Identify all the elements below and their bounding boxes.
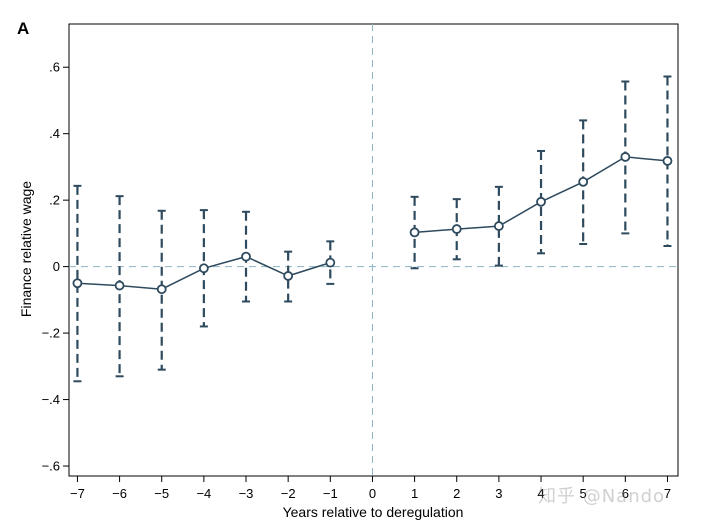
data-point bbox=[283, 271, 294, 281]
x-tick-label: −2 bbox=[281, 486, 296, 501]
x-axis-label: Years relative to deregulation bbox=[283, 504, 464, 520]
watermark: 知乎 @Nando bbox=[538, 486, 666, 507]
data-point bbox=[578, 176, 589, 187]
data-point bbox=[620, 152, 631, 162]
y-tick-label: −.2 bbox=[42, 326, 60, 341]
y-tick-label: −.6 bbox=[42, 459, 60, 474]
x-tick-label: 6 bbox=[622, 486, 629, 501]
x-tick-label: −3 bbox=[239, 486, 254, 501]
x-tick-label: −7 bbox=[70, 486, 85, 501]
data-point bbox=[536, 196, 546, 207]
data-point bbox=[493, 221, 504, 231]
data-point bbox=[72, 278, 83, 289]
data-point bbox=[156, 284, 167, 295]
y-axis-label: Finance relative wage bbox=[18, 181, 34, 317]
reference-lines bbox=[69, 24, 678, 476]
data-point bbox=[325, 257, 336, 268]
plot-frame bbox=[68, 23, 679, 477]
x-tick-label: −1 bbox=[323, 486, 338, 501]
x-axis: −7 −6 −5 −4 −3 −2 −1 0 1 2 3 4 5 6 7 bbox=[70, 476, 671, 501]
x-tick-label: 3 bbox=[495, 486, 502, 501]
x-tick-label: 5 bbox=[580, 486, 587, 501]
x-tick-label: 1 bbox=[411, 486, 418, 501]
y-tick-label: 0 bbox=[53, 259, 60, 274]
data-point bbox=[662, 156, 673, 166]
x-tick-label: 4 bbox=[537, 486, 544, 501]
data-point bbox=[451, 224, 462, 234]
data-points bbox=[72, 152, 673, 295]
data-point bbox=[114, 280, 125, 291]
data-point bbox=[241, 251, 251, 262]
y-tick-label: .2 bbox=[49, 193, 60, 208]
panel-label: A bbox=[17, 19, 30, 38]
x-tick-label: −6 bbox=[112, 486, 127, 501]
y-axis: −.6 −.4 −.2 0 .2 .4 .6 bbox=[42, 60, 69, 474]
data-point bbox=[409, 227, 420, 238]
x-tick-label: −4 bbox=[196, 486, 211, 501]
y-tick-label: .4 bbox=[49, 126, 60, 141]
x-tick-label: 0 bbox=[369, 486, 376, 501]
x-tick-label: 7 bbox=[664, 486, 671, 501]
data-point bbox=[198, 263, 209, 274]
y-tick-label: .6 bbox=[49, 60, 60, 75]
x-tick-label: 2 bbox=[453, 486, 460, 501]
x-tick-label: −5 bbox=[154, 486, 169, 501]
y-tick-label: −.4 bbox=[42, 392, 60, 407]
